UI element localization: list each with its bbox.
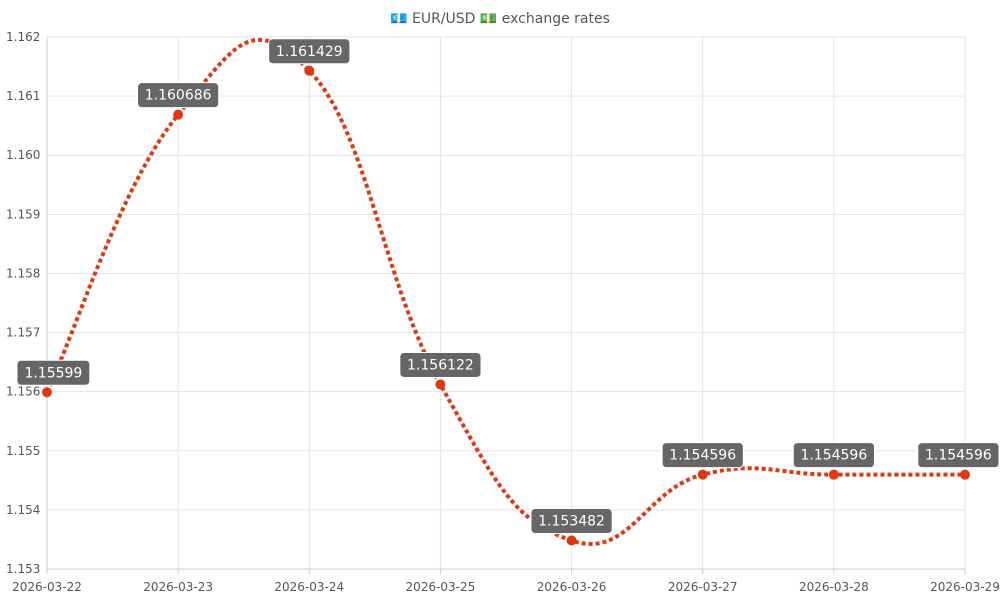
y-tick-label: 1.158 — [6, 266, 40, 280]
y-tick-label: 1.153 — [6, 562, 40, 576]
data-label-text: 1.153482 — [538, 514, 605, 530]
y-tick-label: 1.155 — [6, 444, 40, 458]
x-tick-label: 2026-03-28 — [799, 580, 869, 594]
y-tick-label: 1.160 — [6, 148, 40, 162]
data-label: 1.154596 — [917, 442, 1000, 469]
x-tick-label: 2026-03-25 — [406, 580, 476, 594]
data-label: 1.15599 — [16, 359, 91, 386]
data-label-box — [268, 38, 351, 65]
y-tick-label: 1.157 — [6, 326, 40, 340]
data-point[interactable] — [566, 535, 577, 546]
data-labels: 1.15599 1.160686 1.161429 1.156122 1.153482 1… — [16, 38, 1000, 535]
data-label-box — [792, 442, 875, 469]
data-label-text: 1.15599 — [24, 365, 82, 381]
data-points — [42, 65, 970, 546]
grid — [46, 36, 966, 570]
data-label-box — [16, 359, 91, 386]
x-tick-label: 2026-03-22 — [12, 580, 82, 594]
chart-title: 💶 EUR/USD 💵 exchange rates — [390, 11, 610, 27]
data-label-text: 1.161429 — [276, 44, 343, 60]
data-point[interactable] — [435, 379, 446, 390]
data-point[interactable] — [828, 469, 839, 480]
y-tick-label: 1.154 — [6, 503, 40, 517]
series-layer — [45, 38, 965, 546]
data-label-text: 1.160686 — [145, 88, 212, 104]
y-tick-label: 1.156 — [6, 385, 40, 399]
x-tick-label: 2026-03-26 — [537, 580, 607, 594]
x-tick-label: 2026-03-23 — [143, 580, 213, 594]
axes: 1.153 1.154 1.155 1.156 1.157 1.158 1.159 1.160… — [6, 30, 1000, 594]
data-point[interactable] — [697, 469, 708, 480]
data-label-text: 1.154596 — [800, 448, 867, 464]
data-point[interactable] — [960, 469, 970, 480]
x-tick-label: 2026-03-29 — [930, 580, 1000, 594]
data-label-text: 1.154596 — [669, 448, 736, 464]
data-label: 1.154596 — [661, 442, 744, 469]
data-point[interactable] — [42, 387, 52, 398]
data-label: 1.161429 — [268, 38, 351, 65]
x-tick-label: 2026-03-27 — [668, 580, 738, 594]
y-tick-label: 1.159 — [6, 207, 40, 221]
data-label-box — [530, 508, 613, 535]
series-line — [45, 38, 965, 546]
data-label-box — [661, 442, 744, 469]
data-label-box — [399, 351, 482, 378]
x-tick-label: 2026-03-24 — [274, 580, 344, 594]
data-label-box — [917, 442, 1000, 469]
data-label-box — [137, 82, 220, 109]
data-label: 1.153482 — [530, 508, 613, 535]
data-label: 1.156122 — [399, 351, 482, 378]
y-tick-label: 1.161 — [6, 89, 40, 103]
data-label-text: 1.156122 — [407, 357, 474, 373]
data-point[interactable] — [304, 65, 315, 76]
data-point[interactable] — [173, 109, 184, 120]
y-tick-label: 1.162 — [6, 30, 40, 44]
data-label-text: 1.154596 — [925, 448, 992, 464]
data-label: 1.160686 — [137, 82, 220, 109]
data-label: 1.154596 — [792, 442, 875, 469]
